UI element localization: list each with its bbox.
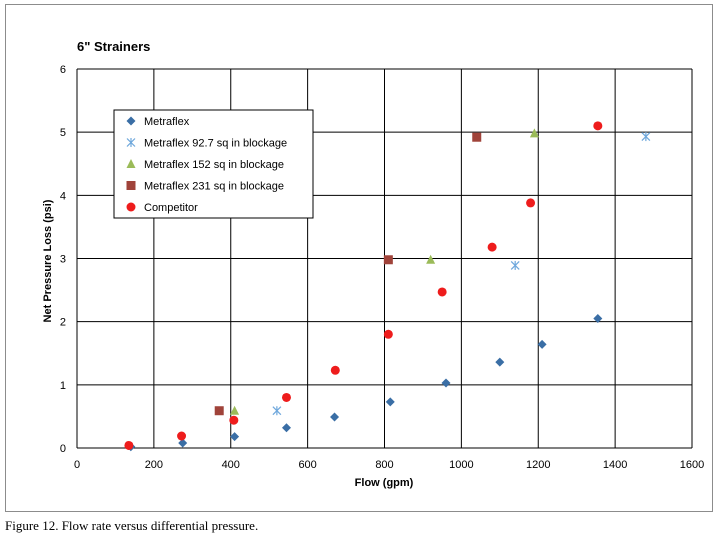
legend-marker-triangle	[126, 159, 136, 168]
data-point-circle	[487, 242, 497, 252]
x-axis-ticks: 0 200 400 600 800 1000 1200 1400 1600	[74, 459, 704, 471]
y-axis-title: Net Pressure Loss (psi)	[42, 199, 54, 322]
legend-label: Metraflex	[144, 116, 190, 128]
legend-label: Metraflex 152 sq in blockage	[144, 159, 284, 171]
data-point-asterisk	[641, 132, 651, 142]
legend-label: Metraflex 231 sq in blockage	[144, 181, 284, 193]
chart-title: 6" Strainers	[77, 39, 150, 54]
data-point-diamond	[537, 339, 547, 349]
x-tick-label: 400	[222, 459, 240, 471]
legend-marker-asterisk	[126, 138, 136, 147]
data-point-diamond	[178, 438, 188, 448]
legend-box	[113, 109, 314, 219]
data-point-circle	[281, 392, 291, 402]
chart-legend: Metraflex Metraflex 92.7 sq in blockage Me…	[113, 109, 314, 219]
legend-marker-circle	[126, 202, 136, 212]
data-point-diamond	[230, 432, 240, 442]
x-tick-label: 1000	[449, 459, 473, 471]
data-point-diamond	[330, 412, 340, 422]
data-point-diamond	[593, 314, 603, 324]
y-tick-label: 6	[60, 64, 66, 76]
data-point-diamond	[495, 357, 505, 367]
y-axis-ticks: 0 1 2 3 4 5 6	[60, 64, 66, 455]
data-point-circle	[124, 440, 134, 450]
data-point-circle	[526, 198, 536, 208]
figure-caption: Figure 12. Flow rate versus differential…	[5, 518, 259, 533]
data-point-diamond	[441, 378, 451, 388]
chart-frame: 6" Strainers 0 1 2 3 4 5 6 0 200 400 600 800 1000 12…	[5, 4, 713, 512]
data-point-asterisk	[510, 260, 520, 270]
y-tick-label: 2	[60, 317, 66, 329]
legend-label: Metraflex 92.7 sq in blockage	[144, 138, 287, 150]
data-points	[124, 121, 651, 452]
legend-marker-square	[126, 181, 136, 190]
data-point-circle	[593, 121, 603, 131]
data-point-circle	[330, 365, 340, 375]
data-point-asterisk	[272, 406, 282, 416]
legend-label: Competitor	[144, 202, 198, 214]
y-tick-label: 3	[60, 254, 66, 266]
y-tick-label: 1	[60, 380, 66, 392]
data-point-triangle	[230, 405, 240, 415]
data-point-diamond	[385, 397, 395, 407]
data-point-circle	[229, 415, 239, 425]
data-point-diamond	[281, 423, 291, 433]
y-tick-label: 0	[60, 443, 66, 455]
data-point-square	[214, 406, 224, 416]
y-tick-label: 5	[60, 127, 66, 139]
legend-marker-diamond	[126, 116, 136, 126]
data-point-circle	[177, 431, 187, 441]
x-tick-label: 200	[145, 459, 163, 471]
x-tick-label: 1200	[526, 459, 550, 471]
data-point-triangle	[529, 128, 539, 138]
data-point-triangle	[426, 254, 436, 264]
x-tick-label: 1400	[603, 459, 627, 471]
data-point-circle	[383, 329, 393, 339]
x-axis-title: Flow (gpm)	[355, 477, 414, 489]
data-point-square	[383, 255, 393, 265]
x-tick-label: 600	[298, 459, 316, 471]
y-tick-label: 4	[60, 190, 66, 202]
x-tick-label: 1600	[680, 459, 704, 471]
data-point-circle	[437, 287, 447, 297]
data-point-square	[472, 132, 482, 142]
scatter-chart: 6" Strainers 0 1 2 3 4 5 6 0 200 400 600 800 1000 12…	[42, 39, 704, 489]
x-tick-label: 0	[74, 459, 80, 471]
x-tick-label: 800	[375, 459, 393, 471]
